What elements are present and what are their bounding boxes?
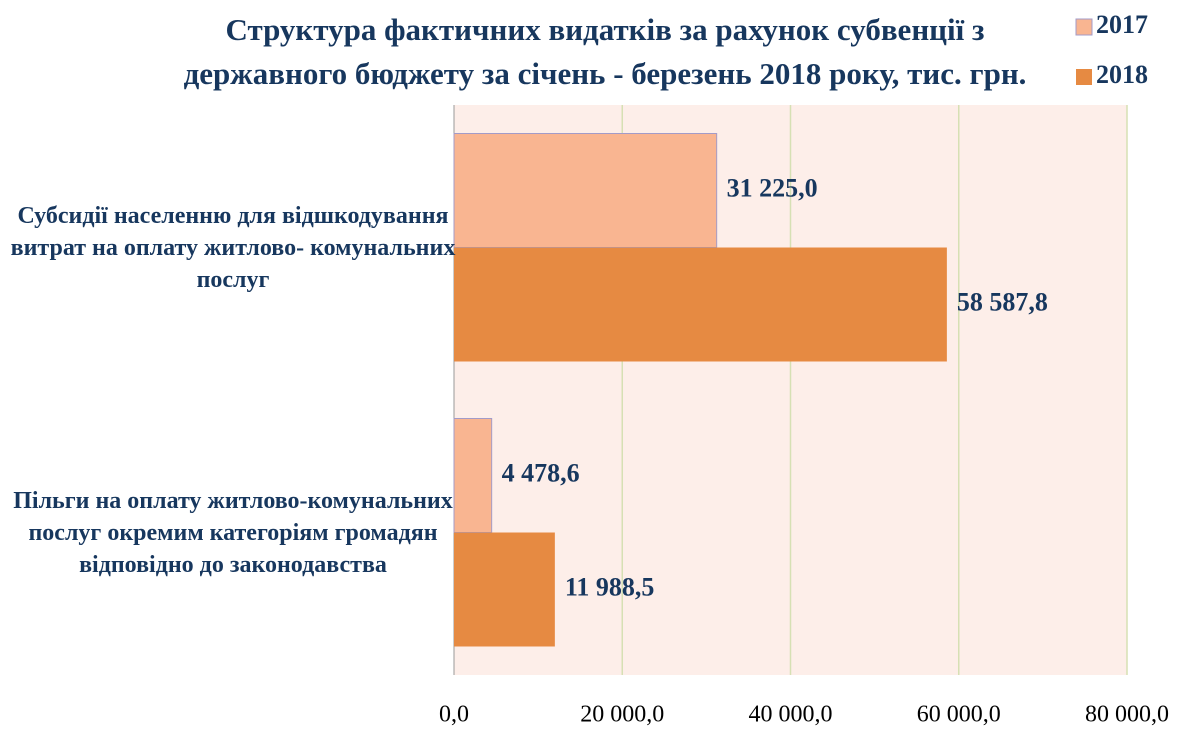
category-label: Пільги на оплату житлово-комунальних пос… — [13, 487, 453, 578]
x-tick-label: 60 000,0 — [917, 702, 1001, 728]
bar — [453, 133, 718, 248]
bar — [453, 418, 493, 533]
bar — [454, 247, 947, 362]
value-label: 4 478,6 — [502, 458, 580, 487]
x-tick-label: 0,0 — [439, 702, 469, 728]
x-tick-label: 80 000,0 — [1085, 702, 1169, 728]
x-tick-label: 20 000,0 — [580, 702, 664, 728]
value-label: 11 988,5 — [565, 572, 655, 601]
x-tick-label: 40 000,0 — [749, 702, 833, 728]
bar — [454, 532, 555, 647]
value-label: 58 587,8 — [957, 287, 1048, 316]
value-label: 31 225,0 — [727, 173, 818, 202]
legend-label: 2018 — [1096, 60, 1148, 89]
legend-label: 2017 — [1096, 10, 1148, 39]
legend-swatch — [1075, 18, 1093, 36]
chart-title: Структура фактичних видатків за рахунок … — [183, 12, 1027, 91]
legend-swatch — [1076, 69, 1092, 85]
category-label: Субсидії населенню для відшкодування вит… — [10, 202, 456, 293]
